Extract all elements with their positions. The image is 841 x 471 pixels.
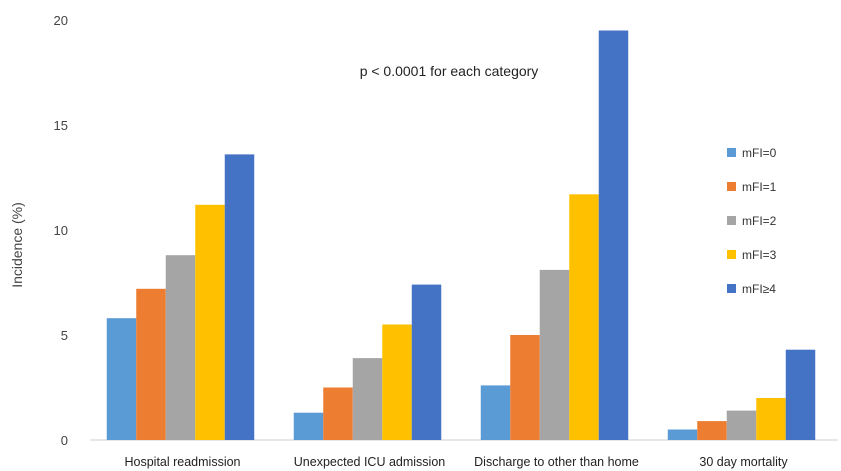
legend-swatch [727, 216, 736, 225]
legend-swatch [727, 182, 736, 191]
bar [510, 335, 540, 440]
bar [165, 255, 196, 440]
bar [667, 429, 698, 440]
y-tick-label: 0 [61, 433, 68, 448]
bar [411, 284, 442, 440]
bar [323, 387, 353, 440]
bar [195, 204, 225, 440]
bar [756, 398, 786, 440]
bar [480, 385, 511, 440]
bar-groups [106, 30, 816, 440]
category-label: 30 day mortality [699, 455, 788, 469]
bar [539, 269, 570, 440]
bar [106, 318, 137, 440]
category-label: Discharge to other than home [474, 455, 639, 469]
y-tick-label: 15 [54, 118, 68, 133]
legend: mFI=0 mFI=1 mFI=2 mFI=3 mFI≥4 [727, 146, 777, 296]
category-labels: Hospital readmission Unexpected ICU admis… [124, 455, 788, 469]
legend-label: mFI=3 [742, 248, 777, 262]
legend-label: mFI=1 [742, 180, 777, 194]
bar [136, 288, 166, 440]
bar [697, 421, 727, 440]
y-tick-label: 5 [61, 328, 68, 343]
bar [726, 410, 757, 440]
bar [569, 194, 599, 440]
legend-label: mFI=0 [742, 146, 777, 160]
y-tick-label: 20 [54, 13, 68, 28]
legend-swatch [727, 284, 736, 293]
bar [382, 324, 412, 440]
bar [352, 358, 383, 440]
y-axis: Incidence (%) [9, 202, 25, 288]
bar [785, 349, 816, 440]
y-tick-label: 10 [54, 223, 68, 238]
legend-label: mFI≥4 [742, 282, 776, 296]
legend-label: mFI=2 [742, 214, 777, 228]
bar [598, 30, 629, 440]
bar [293, 412, 324, 440]
legend-swatch [727, 250, 736, 259]
legend-swatch [727, 148, 736, 157]
category-label: Unexpected ICU admission [294, 455, 446, 469]
significance-annotation: p < 0.0001 for each category [360, 63, 539, 79]
category-label: Hospital readmission [124, 455, 240, 469]
bar [224, 154, 255, 440]
y-axis-label: Incidence (%) [9, 202, 25, 288]
y-tick-labels: 0 5 10 15 20 [54, 13, 68, 448]
